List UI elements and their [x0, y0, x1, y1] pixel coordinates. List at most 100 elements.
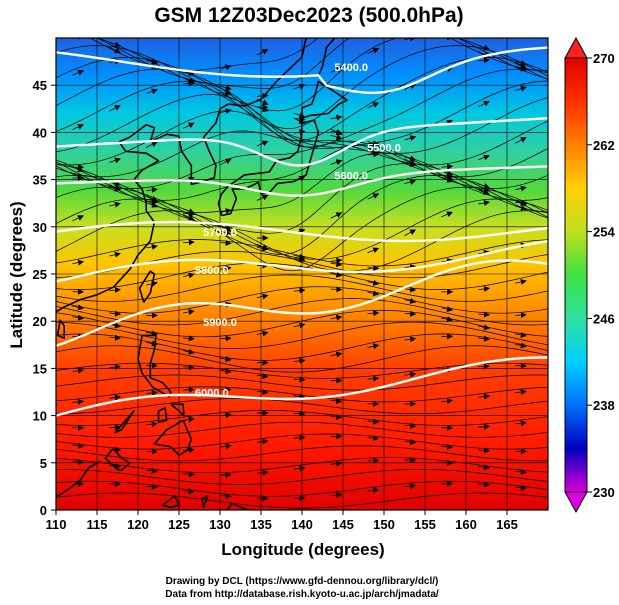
wind-arrow: [515, 389, 527, 396]
wind-arrow: [183, 272, 195, 279]
credit-line-2: Data from http://database.rish.kyoto-u.a…: [165, 589, 439, 600]
colorbar-tick-label: 254: [593, 225, 615, 240]
wind-arrow: [183, 447, 195, 454]
contour-label: 5800.0: [195, 265, 229, 277]
wind-arrow: [515, 331, 527, 338]
wind-arrow: [293, 465, 306, 472]
wind-arrow: [515, 137, 527, 144]
wind-arrow: [441, 163, 454, 170]
wind-arrow: [330, 351, 343, 358]
wind-arrow: [367, 418, 380, 425]
wind-arrow: [72, 259, 85, 266]
wind-arrow: [219, 492, 232, 499]
x-tick-label: 115: [87, 517, 108, 532]
y-tick-label: 25: [33, 267, 47, 282]
gridlines: [56, 38, 548, 510]
wind-arrow: [109, 157, 121, 164]
wind-arrow: [256, 243, 269, 250]
wind-arrow: [367, 147, 380, 154]
wind-arrow: [330, 492, 343, 498]
x-tick-label: 110: [46, 517, 67, 532]
wind-arrow: [330, 128, 343, 135]
wind-arrow: [293, 376, 306, 383]
wind-arrow: [404, 263, 417, 270]
wind-arrow: [330, 398, 343, 404]
wind-arrow: [478, 186, 490, 193]
wind-arrow: [256, 330, 269, 337]
wind-arrow: [219, 158, 232, 166]
wind-arrow: [146, 202, 158, 208]
wind-arrow: [293, 322, 306, 329]
wind-arrow: [478, 101, 490, 108]
wind-arrow: [109, 394, 121, 401]
wind-arrow: [404, 371, 417, 378]
wind-arrow: [404, 229, 417, 236]
wind-arrow: [441, 306, 454, 312]
wind-arrow: [404, 135, 417, 142]
wind-arrow: [109, 251, 121, 258]
coastline-segment: [161, 495, 180, 508]
colorbar-tick-label: 238: [593, 398, 615, 413]
wind-arrow: [404, 422, 417, 429]
wind-arrow: [367, 279, 380, 286]
wind-arrow: [367, 290, 380, 297]
wind-arrow: [256, 388, 269, 395]
wind-arrow: [219, 335, 232, 342]
contour-label: 5900.0: [203, 317, 237, 329]
x-ticks: 110 115 120 125 130 135 140 145 150 155 160 165: [46, 510, 518, 532]
wind-arrow: [183, 386, 195, 393]
wind-arrow: [330, 314, 343, 321]
wind-arrow: [330, 66, 343, 73]
coastline: [56, 38, 348, 510]
wind-arrow: [293, 116, 306, 123]
colorbar-tick-label: 262: [593, 138, 615, 153]
y-tick-label: 40: [33, 125, 47, 140]
coastline-segment: [153, 419, 193, 456]
wind-arrow: [146, 467, 158, 474]
wind-arrow: [478, 286, 490, 292]
colorbar-tick-label: 246: [593, 311, 615, 326]
wind-arrow: [146, 57, 158, 65]
wind-arrow: [330, 413, 343, 420]
wind-arrow: [367, 343, 380, 350]
x-tick-label: 130: [209, 517, 231, 532]
wind-arrow: [183, 488, 195, 495]
wind-arrow: [109, 334, 121, 341]
wind-arrow: [404, 310, 417, 317]
height-contour: [56, 165, 548, 197]
wind-arrow: [146, 483, 158, 490]
wind-arrow: [515, 312, 527, 319]
wind-arrow: [478, 324, 490, 331]
contour-labels: 5400.0 5500.0 5600.0 5700.0 5800.0 5900.0 6000…: [195, 62, 401, 400]
height-contour: [56, 239, 548, 283]
x-tick-label: 150: [373, 517, 395, 532]
coastline-segment: [157, 407, 168, 423]
y-axis-label: Latitude (degrees): [7, 201, 26, 348]
wind-arrow: [146, 195, 158, 202]
wind-arrow: [404, 161, 417, 167]
wind-arrow: [146, 243, 158, 250]
y-tick-label: 30: [33, 220, 47, 235]
wind-arrow: [367, 457, 380, 464]
y-tick-label: 45: [33, 78, 47, 93]
wind-arrow: [182, 214, 195, 221]
wind-arrow: [441, 443, 454, 450]
wind-arrow: [256, 140, 269, 147]
wind-arrow: [72, 173, 84, 179]
wind-arrow: [478, 464, 490, 471]
wind-arrow: [219, 90, 232, 97]
wind-arrow: [515, 185, 527, 192]
wind-arrow: [367, 47, 380, 54]
wind-arrow: [404, 155, 417, 162]
wind-arrow: [72, 442, 85, 449]
contour-label: 5400.0: [334, 62, 368, 74]
wind-arrow: [478, 57, 490, 64]
wind-arrow: [219, 368, 232, 375]
coastline-segment: [201, 495, 209, 508]
x-tick-label: 135: [250, 517, 272, 532]
wind-arrow: [109, 424, 121, 431]
wind-arrow: [330, 159, 343, 166]
coastline-segment: [104, 448, 131, 472]
wind-arrow: [478, 44, 490, 51]
wind-arrow: [293, 357, 306, 364]
